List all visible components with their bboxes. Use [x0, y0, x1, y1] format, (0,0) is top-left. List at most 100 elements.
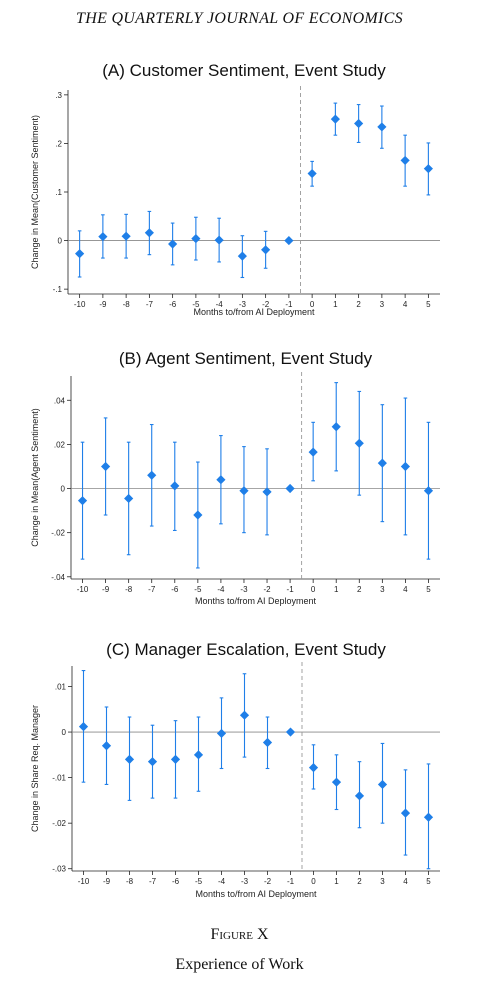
x-tick-label: 5 — [426, 877, 431, 886]
x-tick-label: 4 — [403, 585, 408, 594]
chart-title: (C) Manager Escalation, Event Study — [106, 640, 386, 659]
data-point — [214, 235, 224, 245]
x-tick-label: 0 — [310, 300, 315, 309]
data-point — [100, 461, 111, 472]
x-tick-label: -7 — [149, 877, 157, 886]
data-point — [239, 710, 250, 720]
x-tick-label: 4 — [403, 877, 408, 886]
data-point — [124, 754, 135, 764]
x-tick-label: -10 — [74, 300, 86, 309]
data-point — [77, 496, 88, 506]
data-point — [170, 754, 181, 764]
x-tick-label: -9 — [102, 585, 110, 594]
chart-panel-a: (A) Customer Sentiment, Event Study .3 .2.… — [30, 61, 440, 317]
data-point — [400, 461, 411, 472]
y-tick-label: 0 — [58, 237, 63, 246]
x-tick-label: 2 — [357, 585, 362, 594]
data-point — [147, 470, 157, 480]
x-tick-label: -5 — [192, 300, 200, 309]
y-tick-label: .3 — [55, 91, 62, 100]
chart-title: (B) Agent Sentiment, Event Study — [119, 349, 373, 368]
x-tick-label: -8 — [125, 585, 133, 594]
data-point — [331, 777, 342, 787]
figure-caption: Experience of Work — [175, 956, 304, 973]
data-point — [285, 483, 295, 494]
x-tick-label: -9 — [99, 300, 107, 309]
data-point — [400, 155, 410, 166]
x-tick-label: -1 — [285, 300, 293, 309]
x-tick-label: -4 — [216, 300, 224, 309]
y-tick-label: .2 — [55, 139, 62, 148]
y-tick-label: .1 — [55, 188, 62, 197]
data-point — [98, 232, 108, 242]
journal-header: THE QUARTERLY JOURNAL OF ECONOMICS — [76, 10, 403, 27]
x-tick-label: -6 — [172, 877, 180, 886]
x-axis-label: Months to/from AI Deployment — [195, 596, 317, 606]
y-tick-label: -.1 — [53, 285, 63, 294]
data-point — [216, 728, 227, 739]
x-tick-label: -6 — [171, 585, 179, 594]
y-tick-label: .01 — [55, 683, 67, 692]
x-tick-label: -10 — [78, 877, 90, 886]
data-point — [191, 234, 201, 244]
data-point — [261, 245, 271, 255]
x-tick-label: 2 — [356, 300, 361, 309]
x-tick-label: -10 — [77, 585, 89, 594]
x-tick-label: 3 — [380, 585, 385, 594]
x-tick-label: 3 — [380, 300, 385, 309]
x-axis-label: Months to/from AI Deployment — [193, 307, 315, 317]
data-point — [307, 168, 317, 179]
y-tick-label: .02 — [54, 440, 66, 449]
data-point — [423, 486, 434, 496]
data-point — [168, 239, 178, 249]
data-point — [237, 251, 247, 261]
data-point — [193, 750, 204, 760]
data-point — [124, 493, 134, 504]
data-point — [193, 510, 203, 520]
x-tick-label: -4 — [218, 877, 226, 886]
data-point — [170, 481, 180, 491]
data-point — [423, 812, 434, 822]
x-tick-label: -1 — [287, 877, 295, 886]
data-point — [400, 808, 411, 818]
data-point — [308, 447, 318, 457]
chart-panel-b: (B) Agent Sentiment, Event Study .04 .02 0 -… — [30, 349, 440, 606]
data-point — [284, 235, 294, 246]
data-point — [75, 249, 85, 259]
data-point — [144, 228, 154, 238]
figure-label: Figure X — [0, 926, 479, 944]
data-point — [121, 231, 131, 241]
x-tick-label: -8 — [123, 300, 131, 309]
data-point — [377, 122, 387, 132]
chart-title: (A) Customer Sentiment, Event Study — [102, 61, 386, 80]
x-tick-label: 4 — [403, 300, 408, 309]
x-tick-label: 2 — [357, 877, 362, 886]
x-tick-label: -1 — [287, 585, 295, 594]
x-tick-label: -5 — [195, 877, 203, 886]
x-tick-label: -3 — [241, 877, 249, 886]
x-tick-label: -6 — [169, 300, 177, 309]
data-point — [147, 757, 158, 767]
y-tick-label: 0 — [61, 485, 66, 494]
y-tick-label: -.02 — [52, 819, 66, 828]
y-axis-label: Change in Mean(Customer Sentiment) — [30, 115, 40, 269]
data-point — [330, 114, 340, 124]
x-tick-label: 1 — [334, 585, 339, 594]
y-tick-label: -.04 — [51, 573, 65, 582]
x-tick-label: -8 — [126, 877, 134, 886]
chart-panel-c: (C) Manager Escalation, Event Study .01 0 -… — [30, 640, 440, 899]
data-point — [354, 118, 364, 129]
x-tick-label: 0 — [311, 877, 316, 886]
x-tick-label: -5 — [194, 585, 202, 594]
data-point — [78, 721, 89, 732]
y-tick-label: .04 — [54, 396, 66, 405]
x-axis-label: Months to/from AI Deployment — [195, 889, 317, 899]
x-tick-label: -7 — [146, 300, 154, 309]
x-tick-label: -4 — [217, 585, 225, 594]
x-tick-label: 5 — [426, 585, 431, 594]
data-point — [354, 438, 364, 448]
data-point — [377, 779, 388, 790]
x-tick-label: 1 — [333, 300, 338, 309]
x-tick-label: 5 — [426, 300, 431, 309]
x-tick-label: 1 — [334, 877, 339, 886]
